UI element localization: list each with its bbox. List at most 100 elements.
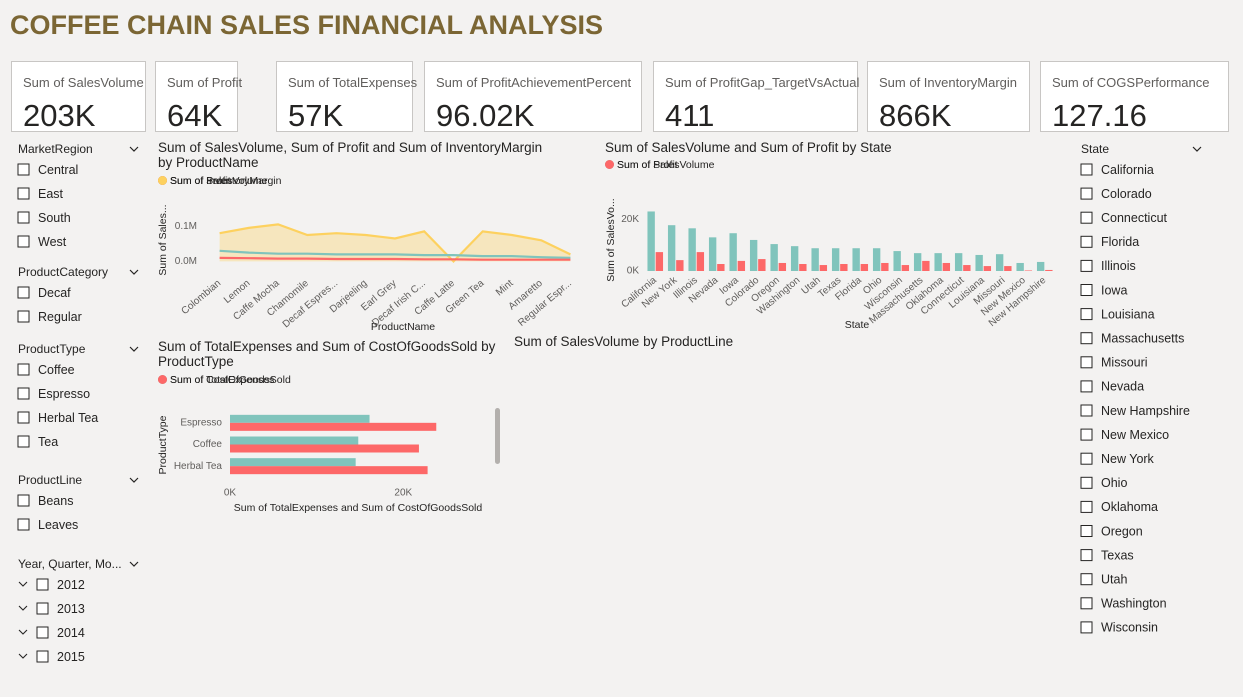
kpi-label: Sum of SalesVolume <box>23 75 144 90</box>
slicer-checkbox[interactable] <box>17 286 30 299</box>
slicer-item: Oklahoma <box>1101 500 1158 514</box>
y-axis-title: Sum of SalesVo... <box>605 198 617 281</box>
slicer-checkbox[interactable] <box>17 310 30 323</box>
slicer-checkbox[interactable] <box>17 187 30 200</box>
slicer-item: Oregon <box>1101 524 1143 538</box>
chart-title: Sum of TotalExpenses and Sum of CostOfGo… <box>158 339 496 369</box>
slicer-checkbox[interactable] <box>1080 549 1093 562</box>
slicer-item: Iowa <box>1101 283 1127 297</box>
slicer-checkbox[interactable] <box>17 494 30 507</box>
kpi-value: 866K <box>879 98 952 133</box>
slicer-checkbox[interactable] <box>36 626 49 639</box>
kpi-value: 64K <box>167 98 223 133</box>
bar <box>934 253 942 271</box>
bar <box>901 265 910 271</box>
slicer-title: Year, Quarter, Mo... <box>18 557 122 571</box>
slicer-item: East <box>38 187 64 201</box>
kpi-card[interactable]: Sum of ProfitAchievementPercent 96.02K <box>424 61 642 133</box>
line <box>219 249 571 259</box>
slicer-checkbox[interactable] <box>1080 621 1093 634</box>
slicer-item: Decaf <box>38 286 71 300</box>
bar <box>852 248 860 271</box>
slicer-item: 2015 <box>57 650 85 664</box>
line <box>219 223 571 263</box>
bar <box>758 259 766 271</box>
kpi-label: Sum of ProfitGap_TargetVsActual <box>665 75 860 90</box>
slicer-checkbox[interactable] <box>1080 452 1093 465</box>
slicer-checkbox[interactable] <box>36 602 49 615</box>
slicer-title: State <box>1081 142 1109 156</box>
slicer-item: Central <box>38 163 78 177</box>
slicer-checkbox[interactable] <box>1080 428 1093 441</box>
slicer-checkbox[interactable] <box>1080 380 1093 393</box>
slicer-checkbox[interactable] <box>17 387 30 400</box>
slicer-item: South <box>38 211 71 225</box>
kpi-card[interactable]: Sum of TotalExpenses 57K <box>276 61 417 133</box>
slicer-checkbox[interactable] <box>1080 284 1093 296</box>
slicer-chevron <box>129 346 139 352</box>
y-tick-label: Espresso <box>180 417 222 428</box>
slicer-checkbox[interactable] <box>1080 308 1093 321</box>
slicer-checkbox[interactable] <box>36 650 49 663</box>
x-axis-title: ProductName <box>371 321 435 333</box>
bar <box>922 260 930 271</box>
slicer-checkbox[interactable] <box>1080 525 1093 537</box>
kpi-card[interactable]: Sum of ProfitGap_TargetVsActual 411 <box>653 61 860 133</box>
slicer-checkbox[interactable] <box>1080 211 1093 224</box>
y-axis-title: Sum of Sales... <box>157 204 169 275</box>
bar <box>1004 266 1012 271</box>
slicer-checkbox[interactable] <box>1080 187 1093 200</box>
bar <box>975 254 983 271</box>
legend-item: Sum of CostOfGoodsSold <box>158 374 291 386</box>
slicer-checkbox[interactable] <box>1080 404 1093 417</box>
legend-marker <box>158 175 167 185</box>
slicer-item: New Hampshire <box>1101 404 1190 418</box>
slicer-checkbox[interactable] <box>17 411 30 424</box>
bar <box>872 248 881 271</box>
slicer-checkbox[interactable] <box>1080 597 1093 610</box>
bar <box>737 260 746 271</box>
slicer-checkbox[interactable] <box>17 363 30 376</box>
slicer-checkbox[interactable] <box>17 518 30 531</box>
slicer-checkbox[interactable] <box>1080 163 1093 176</box>
slicer-checkbox[interactable] <box>1080 573 1093 586</box>
slicer-checkbox[interactable] <box>17 235 30 248</box>
legend-label: Sum of InventoryMargin <box>170 175 282 188</box>
slicer-checkbox[interactable] <box>1080 332 1093 345</box>
slicer-item: 2012 <box>57 578 85 592</box>
kpi-card[interactable]: Sum of Profit 64K <box>155 61 242 133</box>
x-tick-label: 20K <box>394 488 412 499</box>
slicer-item: Missouri <box>1101 356 1148 370</box>
slicer-item: Regular <box>38 310 82 324</box>
slicer-item: West <box>38 235 67 249</box>
bar <box>1016 262 1024 271</box>
slicer-item: New York <box>1101 452 1155 466</box>
slicer-checkbox[interactable] <box>1080 259 1093 272</box>
slicer-checkbox[interactable] <box>17 435 30 448</box>
kpi-card[interactable]: Sum of SalesVolume 203K <box>11 61 146 133</box>
slicer-item: Colorado <box>1101 187 1152 201</box>
slicer-item: Illinois <box>1101 259 1136 273</box>
slicer-checkbox[interactable] <box>1080 476 1093 489</box>
kpi-card[interactable]: Sum of InventoryMargin 866K <box>867 61 1030 133</box>
bar <box>230 466 428 475</box>
bar <box>893 251 901 271</box>
slicer-checkbox[interactable] <box>1080 356 1093 369</box>
slicer-chevron <box>1192 146 1202 152</box>
slicer-checkbox[interactable] <box>36 578 49 591</box>
slicer-checkbox[interactable] <box>17 163 30 176</box>
slicer-item: Massachusetts <box>1101 331 1184 345</box>
x-axis-title: Sum of TotalExpenses and Sum of CostOfGo… <box>234 502 483 514</box>
y-axis-title: ProductType <box>157 415 169 474</box>
expand-chevron <box>18 629 28 635</box>
x-tick-label: Mint <box>494 278 516 299</box>
slicer-checkbox[interactable] <box>1080 235 1093 248</box>
scrollbar <box>495 408 500 464</box>
bar <box>913 253 922 271</box>
bar <box>983 266 992 271</box>
slicer-checkbox[interactable] <box>17 211 30 224</box>
line <box>219 256 571 261</box>
slicer-checkbox[interactable] <box>1080 500 1093 513</box>
kpi-card[interactable]: Sum of COGSPerformance 127.16 <box>1040 61 1229 133</box>
bar <box>881 262 889 271</box>
